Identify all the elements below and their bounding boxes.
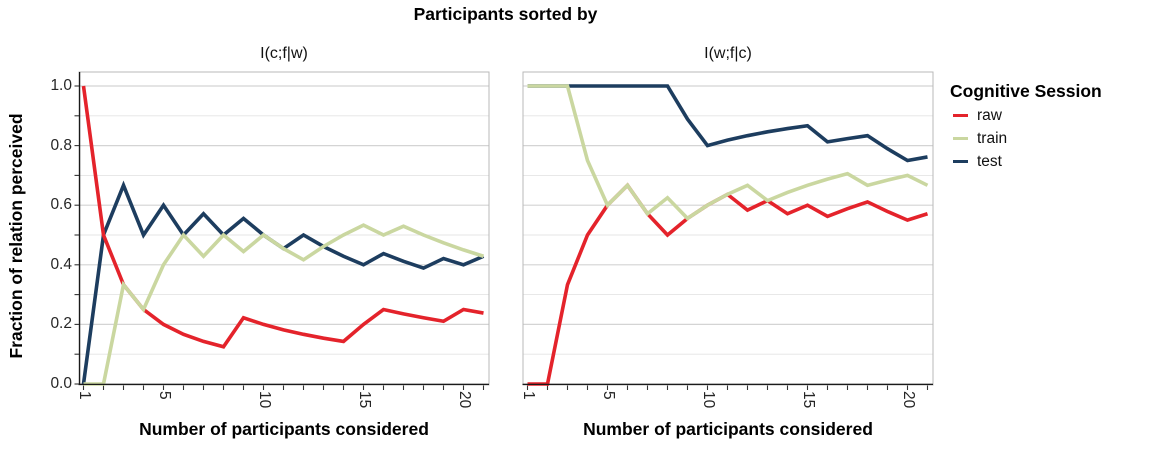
panel-title-left: I(c;f|w)	[260, 45, 308, 62]
x-tick-label: 20	[455, 391, 473, 409]
series-line-raw	[81, 85, 484, 349]
x-tick-label: 1	[519, 391, 537, 400]
legend-key-train-line	[953, 137, 968, 140]
y-axis-title: Fraction of relation perceived	[6, 113, 26, 359]
x-tick-label: 5	[599, 391, 617, 400]
x-tick-label: 10	[699, 391, 717, 409]
legend-title: Cognitive Session	[950, 81, 1102, 101]
series-line-train	[83, 223, 485, 386]
legend-item-test: test	[950, 150, 1168, 173]
x-axis-title-left: Number of participants considered	[139, 419, 429, 439]
x-tick-label: 15	[355, 391, 373, 409]
panel-1	[522, 71, 934, 390]
y-tick-label: 0.8	[50, 136, 72, 154]
x-tick-label: 10	[255, 391, 273, 409]
series-line-train	[527, 84, 929, 221]
y-tick-label: 0.0	[50, 375, 72, 392]
series-line-test	[527, 84, 928, 163]
legend-label-test: test	[977, 152, 1002, 170]
legend-item-raw: raw	[950, 104, 1168, 127]
y-tick-label: 0.4	[50, 255, 72, 273]
legend-key-raw-line	[953, 114, 968, 117]
y-tick-label: 0.6	[50, 196, 72, 214]
x-tick-label: 15	[799, 391, 817, 409]
legend-label-train: train	[977, 129, 1008, 147]
legend-label-raw: raw	[977, 106, 1002, 124]
legend: Cognitive Session raw train test	[950, 80, 1168, 173]
legend-key-test-line	[953, 160, 968, 163]
panel-title-right: I(w;f|c)	[704, 45, 752, 62]
panel-0	[78, 71, 490, 390]
legend-item-train: train	[950, 127, 1168, 150]
x-axis-title-right: Number of participants considered	[583, 419, 873, 439]
chart-title: Participants sorted by	[413, 4, 598, 24]
x-tick-label: 1	[75, 391, 93, 400]
x-tick-label: 20	[899, 391, 917, 409]
x-tick-label: 5	[155, 391, 173, 400]
y-tick-label: 1.0	[50, 77, 72, 94]
panel-border	[522, 71, 934, 386]
y-tick-label: 0.2	[50, 315, 72, 333]
